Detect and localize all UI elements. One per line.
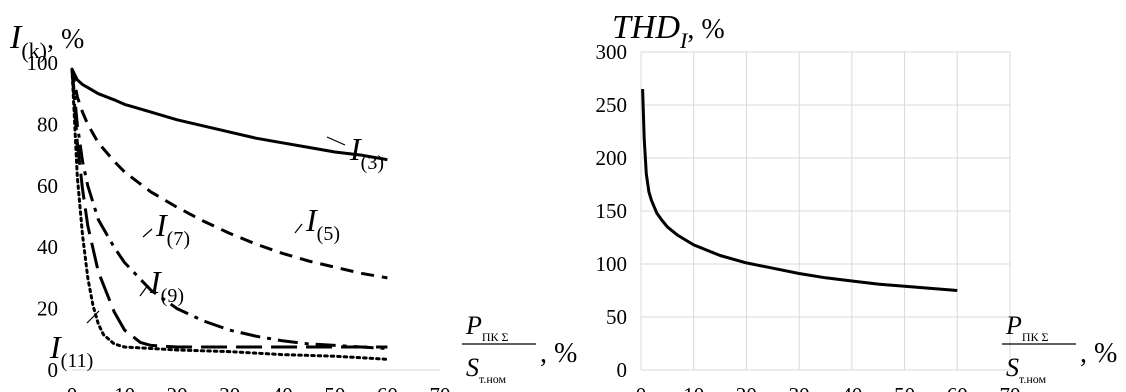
x-label-unit: , % — [540, 338, 577, 369]
y-tick-label: 100 — [596, 252, 628, 276]
x-label-denominator: Sт.ном — [1006, 353, 1047, 386]
x-tick-label: 20 — [736, 383, 757, 392]
x-tick-label: 60 — [947, 383, 968, 392]
y-tick-label: 150 — [596, 199, 628, 223]
series-label-leader — [294, 223, 303, 234]
x-label-unit: , % — [1080, 338, 1117, 369]
y-axis-label: I(k), % — [9, 19, 84, 63]
x-label-denominator: Sт.ном — [466, 353, 507, 386]
x-tick-label: 20 — [167, 383, 188, 392]
x-tick-label: 50 — [894, 383, 915, 392]
x-tick-label: 70 — [430, 383, 451, 392]
x-tick-label: 70 — [1000, 383, 1021, 392]
x-tick-label: 40 — [272, 383, 293, 392]
series-label: I(5) — [305, 202, 340, 245]
series-label: I(9) — [149, 264, 184, 307]
y-tick-label: 40 — [37, 235, 58, 259]
series-line-11 — [70, 67, 389, 361]
x-tick-label: 40 — [841, 383, 862, 392]
y-tick-label: 0 — [617, 358, 628, 382]
series-line-5 — [70, 68, 388, 280]
x-label-numerator: PПК Σ — [465, 311, 509, 344]
x-tick-label: 10 — [683, 383, 704, 392]
x-label-numerator: PПК Σ — [1005, 311, 1049, 344]
y-axis-label: THDI, % — [612, 9, 725, 53]
y-tick-label: 250 — [596, 93, 628, 117]
x-tick-label: 10 — [114, 383, 135, 392]
series-label-leader — [142, 228, 153, 238]
series-line-9 — [70, 68, 388, 349]
x-tick-label: 30 — [789, 383, 810, 392]
y-tick-label: 60 — [37, 174, 58, 198]
series-label-leader — [139, 284, 149, 297]
y-tick-label: 100 — [27, 51, 59, 75]
series-line-3 — [70, 68, 388, 162]
series-label-leader — [86, 310, 100, 324]
y-tick-label: 50 — [606, 305, 627, 329]
y-tick-label: 300 — [596, 40, 628, 64]
y-tick-label: 80 — [37, 112, 58, 136]
x-tick-label: 30 — [219, 383, 240, 392]
series-label: I(3) — [349, 131, 384, 174]
x-tick-label: 0 — [636, 383, 647, 392]
series-label: I(11) — [49, 329, 93, 372]
series-label: I(7) — [155, 207, 190, 250]
series-line-7 — [70, 68, 388, 350]
x-tick-label: 60 — [377, 383, 398, 392]
x-tick-label: 0 — [67, 383, 78, 392]
y-tick-label: 200 — [596, 146, 628, 170]
series-label-leader — [326, 136, 346, 146]
y-tick-label: 20 — [37, 297, 58, 321]
series-line-1 — [641, 89, 958, 292]
x-tick-label: 50 — [324, 383, 345, 392]
y-tick-label: 0 — [48, 358, 59, 382]
